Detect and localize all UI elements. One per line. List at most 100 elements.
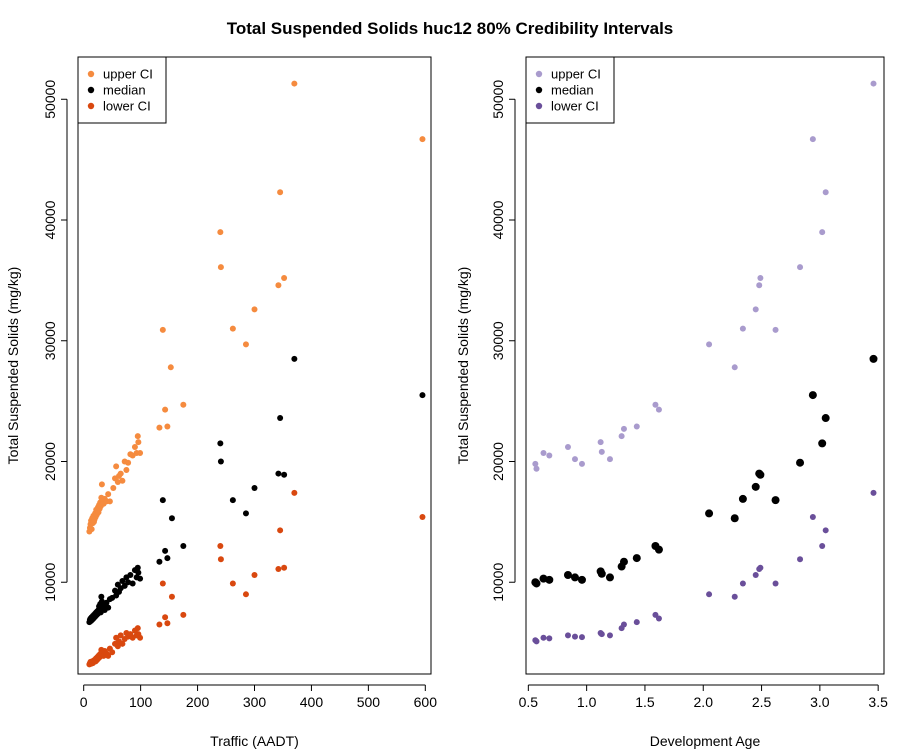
legend-marker [87,70,95,78]
data-point [633,619,640,626]
y-tick-label: 50000 [42,80,58,119]
data-point [119,578,126,585]
data-point [134,625,141,632]
data-point [110,485,117,492]
data-point [605,573,614,582]
data-point [821,414,830,423]
legend-marker [535,86,543,94]
data-point [164,423,171,430]
data-point [598,448,605,455]
data-point [162,614,169,621]
x-tick-label: 400 [300,694,324,710]
data-point [291,355,298,362]
y-axis-label: Total Suspended Solids (mg/kg) [455,267,471,465]
data-point [114,479,121,486]
data-point [217,440,224,447]
data-point [105,604,112,611]
data-point [251,571,258,578]
data-point [730,514,739,523]
data-point [870,80,877,87]
data-point [652,401,659,408]
data-point [162,547,169,554]
data-point [822,527,829,534]
data-point [533,638,540,645]
x-tick-label: 600 [414,694,438,710]
data-point [217,458,224,465]
legend-label: lower CI [551,99,599,114]
data-point [159,326,166,333]
x-tick-label: 3.5 [868,694,888,710]
legend-marker [87,86,95,94]
data-point [242,591,249,598]
data-point [125,579,132,586]
data-point [797,264,804,271]
data-point [277,189,284,196]
data-point [756,282,763,289]
data-point [797,556,804,563]
x-axis-label: Traffic (AADT) [210,733,299,749]
data-point [772,326,779,333]
data-point [98,481,105,488]
data-point [167,364,174,371]
x-tick-label: 500 [357,694,381,710]
data-point [546,452,553,459]
plot-frame [77,56,432,675]
data-point [819,229,826,236]
data-point [217,556,224,563]
x-tick-label: 0.5 [519,694,539,710]
data-point [164,620,171,627]
data-point [113,463,120,470]
data-point [809,514,816,521]
x-tick-label: 3.0 [810,694,830,710]
legend-label: upper CI [551,67,601,82]
data-point [105,491,112,498]
legend-marker [535,102,543,110]
data-point [106,498,113,505]
data-point [168,515,175,522]
data-point [571,633,578,640]
data-point [277,415,284,422]
data-point [577,575,586,584]
data-point [156,558,163,565]
legend-label: upper CI [103,67,153,82]
data-point [125,459,132,466]
data-point [251,485,258,492]
x-tick-label: 2.5 [752,694,772,710]
data-point [180,401,187,408]
data-point [134,433,141,440]
y-tick-label: 40000 [490,200,506,239]
series-upper-ci [532,80,877,472]
data-point [229,580,236,587]
data-point [570,573,579,582]
data-point [545,575,554,584]
data-point [251,306,258,313]
data-point [772,580,779,587]
data-point [119,640,126,647]
data-point [564,632,571,639]
y-tick-label: 20000 [490,442,506,481]
data-point [419,514,426,521]
data-point [540,450,547,457]
x-axis-label: Development Age [650,733,761,749]
y-axis-label: Total Suspended Solids (mg/kg) [5,267,21,465]
y-tick-label: 10000 [42,563,58,602]
data-point [117,632,124,639]
data-point [620,425,627,432]
data-point [571,456,578,463]
y-tick-label: 10000 [490,563,506,602]
series-upper-ci [86,80,426,535]
data-point [419,392,426,399]
data-point [156,621,163,628]
data-point [619,557,628,566]
data-point [756,470,765,479]
data-point [532,460,539,467]
data-point [597,439,604,446]
left-panel-traffic: 0 100 200 300 400 500 600 10000 20000 30000 40000 5… [5,56,438,749]
data-point [159,580,166,587]
data-point [135,439,142,446]
data-point [751,482,760,491]
data-point [162,406,169,413]
data-point [127,571,134,578]
